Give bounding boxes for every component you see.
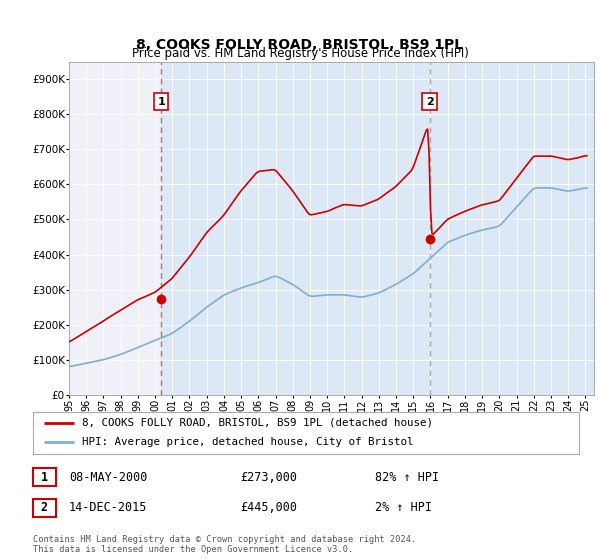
Text: 8, COOKS FOLLY ROAD, BRISTOL, BS9 1PL (detached house): 8, COOKS FOLLY ROAD, BRISTOL, BS9 1PL (d… <box>82 418 433 428</box>
Text: 1: 1 <box>157 96 165 106</box>
Text: 8, COOKS FOLLY ROAD, BRISTOL, BS9 1PL: 8, COOKS FOLLY ROAD, BRISTOL, BS9 1PL <box>136 38 464 52</box>
Text: 1: 1 <box>41 470 48 484</box>
Text: Price paid vs. HM Land Registry's House Price Index (HPI): Price paid vs. HM Land Registry's House … <box>131 48 469 60</box>
Text: 2% ↑ HPI: 2% ↑ HPI <box>375 501 432 515</box>
Text: HPI: Average price, detached house, City of Bristol: HPI: Average price, detached house, City… <box>82 437 413 447</box>
Text: 82% ↑ HPI: 82% ↑ HPI <box>375 470 439 484</box>
Text: 2: 2 <box>41 501 48 515</box>
Text: £445,000: £445,000 <box>240 501 297 515</box>
Text: 14-DEC-2015: 14-DEC-2015 <box>69 501 148 515</box>
Text: 08-MAY-2000: 08-MAY-2000 <box>69 470 148 484</box>
Bar <box>69 62 161 395</box>
Text: 2: 2 <box>426 96 433 106</box>
Text: Contains HM Land Registry data © Crown copyright and database right 2024.
This d: Contains HM Land Registry data © Crown c… <box>33 535 416 554</box>
Text: £273,000: £273,000 <box>240 470 297 484</box>
